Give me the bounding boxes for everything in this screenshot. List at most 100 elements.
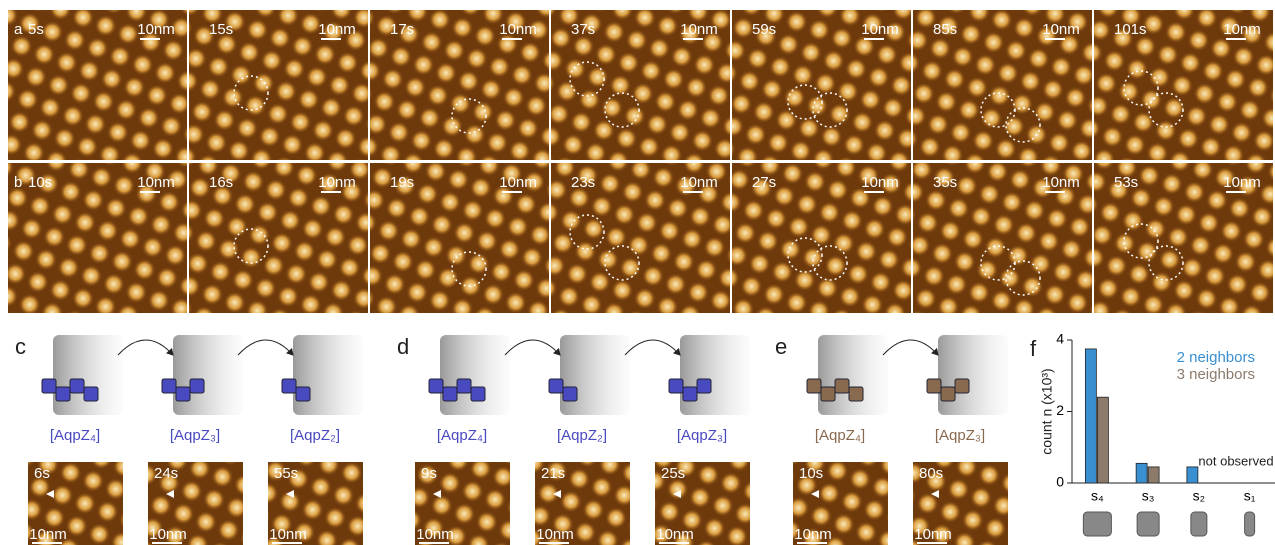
afm-image — [551, 10, 730, 160]
arrow — [624, 339, 681, 356]
x-tick-label: s₄ — [1091, 488, 1104, 504]
arrowhead — [553, 490, 561, 498]
bar — [1084, 348, 1097, 484]
afm-image — [732, 163, 911, 313]
scale-label: 10nm — [536, 526, 574, 543]
time-label: 23s — [571, 174, 595, 191]
scale-label: 10nm — [149, 526, 187, 543]
highlight-circle — [1148, 245, 1184, 281]
highlight-circle — [604, 245, 640, 281]
afm-image — [189, 163, 368, 313]
time-label: 55s — [274, 465, 298, 482]
arrow — [237, 339, 294, 356]
state-label: [AqpZ₃] — [677, 427, 727, 444]
highlight-circle — [1123, 70, 1159, 106]
scale-label: 10nm — [680, 174, 718, 191]
y-axis-title: count n (x10³) — [1039, 368, 1055, 454]
arrow — [117, 339, 174, 356]
afm-image — [913, 10, 1092, 160]
afm-image — [793, 462, 888, 545]
y-tick-label: 0 — [1056, 474, 1064, 490]
legend-entry: 3 neighbors — [1177, 366, 1255, 383]
afm-image — [732, 10, 911, 160]
arrowhead — [286, 490, 294, 498]
afm-image — [370, 10, 549, 160]
time-label: 85s — [933, 21, 957, 38]
scale-label: 10nm — [137, 21, 175, 38]
scale-label: 10nm — [1223, 174, 1261, 191]
scale-label: 10nm — [914, 526, 952, 543]
scale-label: 10nm — [29, 526, 67, 543]
time-label: 37s — [571, 21, 595, 38]
highlight-circle — [812, 245, 848, 281]
protein-block — [926, 378, 942, 394]
scale-label: 10nm — [318, 21, 356, 38]
highlight-circle — [451, 98, 487, 134]
time-label: 6s — [34, 465, 50, 482]
bar — [1186, 466, 1199, 484]
highlight-circle — [569, 214, 605, 250]
state-label: [AqpZ₂] — [290, 427, 340, 444]
protein-block — [69, 378, 85, 394]
protein-block — [940, 386, 956, 402]
afm-image — [913, 163, 1092, 313]
arrowhead — [166, 490, 174, 498]
legend-entry: 2 neighbors — [1177, 349, 1255, 366]
protein-block — [806, 378, 822, 394]
scale-label: 10nm — [656, 526, 694, 543]
highlight-circle — [812, 92, 848, 128]
highlight-circle — [233, 228, 269, 264]
x-tick-label: s₂ — [1193, 488, 1205, 504]
subunit-icon — [1082, 511, 1112, 537]
protein-block — [161, 378, 177, 394]
arrow — [882, 339, 939, 356]
state-label: [AqpZ₄] — [437, 427, 487, 444]
time-label: 15s — [209, 21, 233, 38]
time-label: 80s — [919, 465, 943, 482]
scale-label: 10nm — [499, 21, 537, 38]
state-label: [AqpZ₃] — [935, 427, 985, 444]
protein-block — [820, 386, 836, 402]
scale-label: 10nm — [416, 526, 454, 543]
content: 5s 10nm 15s 10nm 17s 10nm 37s 10nm 59s 10nm 85s 10n… — [8, 10, 1275, 545]
subunit-icon — [1190, 511, 1208, 537]
annotation: not observed — [1198, 453, 1273, 468]
time-label: 59s — [752, 21, 776, 38]
membrane-block — [680, 335, 750, 415]
protein-block — [442, 386, 458, 402]
highlight-circle — [980, 92, 1016, 128]
membrane-block — [293, 335, 363, 415]
membrane-block — [173, 335, 243, 415]
time-label: 10s — [799, 465, 823, 482]
afm-image — [8, 163, 187, 313]
scale-label: 10nm — [318, 174, 356, 191]
highlight-circle — [451, 251, 487, 287]
highlight-circle — [1123, 223, 1159, 259]
highlight-circle — [980, 245, 1016, 281]
state-label: [AqpZ₄] — [815, 427, 865, 444]
x-tick-label: s₁ — [1244, 488, 1256, 504]
protein-block — [281, 378, 297, 394]
protein-block — [562, 386, 578, 402]
state-label: [AqpZ₂] — [557, 427, 607, 444]
protein-block — [696, 378, 712, 394]
afm-image — [148, 462, 243, 545]
protein-block — [456, 378, 472, 394]
afm-image — [913, 462, 1008, 545]
panel-label: f — [1030, 336, 1037, 361]
scale-label: 10nm — [861, 174, 899, 191]
protein-block — [470, 386, 486, 402]
panel-label: e — [775, 334, 787, 359]
time-label: 17s — [390, 21, 414, 38]
membrane-block — [440, 335, 510, 415]
state-label: [AqpZ₄] — [50, 427, 100, 444]
arrow — [504, 339, 561, 356]
scale-label: 10nm — [499, 174, 537, 191]
afm-image — [189, 10, 368, 160]
time-label: 21s — [541, 465, 565, 482]
subunit-icon — [1136, 511, 1160, 537]
bar — [1096, 396, 1109, 484]
protein-block — [548, 378, 564, 394]
membrane-block — [53, 335, 123, 415]
protein-block — [175, 386, 191, 402]
